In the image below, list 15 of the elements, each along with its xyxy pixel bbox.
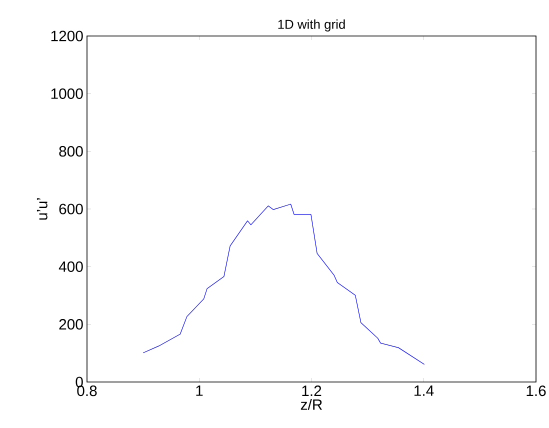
- y-axis-title: u’u’: [36, 198, 48, 220]
- y-tick-label: 200: [59, 319, 83, 330]
- x-tick-label: 1.4: [414, 386, 434, 396]
- y-tick-label: 400: [58, 261, 83, 272]
- x-tick-label: 1.6: [526, 386, 546, 396]
- line-series: [142, 204, 425, 365]
- x-tick-label: 1: [196, 386, 203, 396]
- y-tick-label: 1000: [51, 88, 83, 99]
- y-tick-label: 1200: [51, 30, 83, 42]
- x-tick-label: 1.2: [302, 386, 322, 396]
- y-tick-label: 800: [59, 146, 83, 157]
- x-tick-label: 0.8: [77, 386, 97, 396]
- chart-title: 1D with grid: [278, 19, 345, 32]
- y-tick-label: 600: [59, 204, 83, 214]
- x-axis-title: z/R: [300, 398, 322, 410]
